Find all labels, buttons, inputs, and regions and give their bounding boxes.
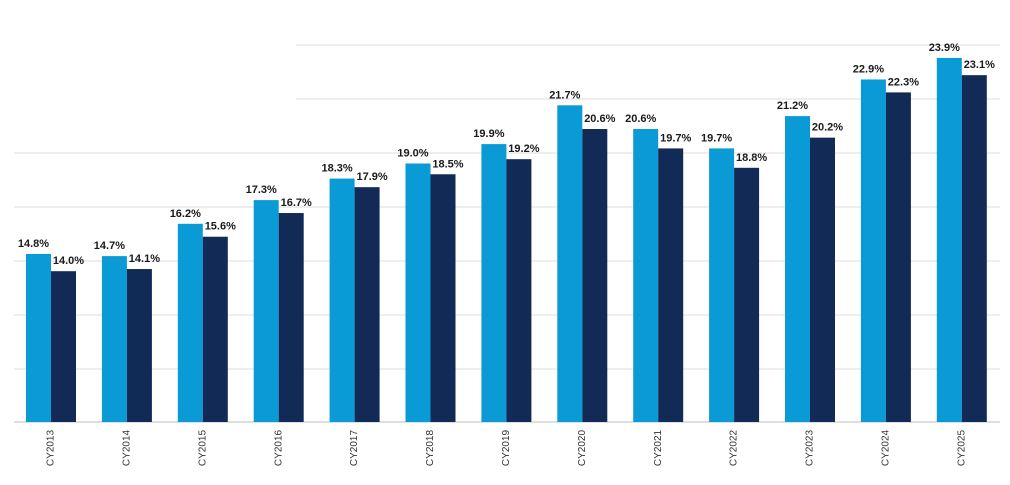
bar-CY2024-s1 — [860, 79, 886, 423]
bars — [26, 57, 987, 423]
data-label-CY2014-s2: 14.1% — [129, 253, 160, 265]
bar-CY2022-s2 — [734, 167, 760, 422]
bar-CY2017-s2 — [354, 187, 380, 422]
bar-CY2017-s1 — [329, 178, 355, 422]
data-label-CY2018-s1: 19.0% — [397, 147, 428, 159]
x-tick-CY2018: CY2018 — [425, 429, 436, 466]
data-label-CY2020-s2: 20.6% — [584, 113, 615, 125]
bar-CY2016-s1 — [253, 200, 279, 422]
bar-CY2020-s1 — [557, 105, 583, 422]
x-tick-CY2023: CY2023 — [805, 429, 816, 466]
bar-CY2020-s2 — [582, 129, 608, 422]
data-labels: 14.8% 14.0% 14.7% 14.1% 16.2% 15.6% 17.3% 16.7%… — [18, 42, 995, 267]
data-label-CY2016-s1: 17.3% — [246, 184, 277, 196]
bar-CY2019-s1 — [481, 144, 507, 422]
bar-CY2019-s2 — [506, 159, 532, 423]
bar-CY2023-s1 — [785, 116, 810, 422]
data-label-CY2017-s1: 18.3% — [321, 163, 352, 175]
x-tick-CY2016: CY2016 — [273, 429, 284, 466]
bar-CY2024-s2 — [885, 92, 911, 422]
data-label-CY2013-s2: 14.0% — [53, 255, 84, 267]
bar-CY2014-s2 — [126, 269, 152, 422]
bar-CY2022-s1 — [709, 148, 735, 423]
x-tick-CY2021: CY2021 — [653, 429, 664, 466]
data-label-CY2014-s1: 14.7% — [94, 240, 125, 252]
x-tick-CY2015: CY2015 — [197, 429, 208, 466]
bar-CY2018-s2 — [430, 174, 456, 422]
x-tick-CY2024: CY2024 — [881, 429, 892, 466]
data-label-CY2021-s2: 19.7% — [660, 132, 691, 144]
x-tick-CY2020: CY2020 — [577, 429, 588, 466]
data-label-CY2015-s2: 15.6% — [205, 221, 236, 233]
data-label-CY2025-s1: 23.9% — [929, 42, 960, 54]
data-label-CY2023-s1: 21.2% — [777, 100, 808, 112]
data-label-CY2016-s2: 16.7% — [281, 197, 312, 209]
bar-CY2015-s2 — [202, 236, 228, 422]
blank-overlay — [0, 40, 296, 115]
data-label-CY2024-s1: 22.9% — [853, 63, 884, 75]
x-axis-ticks: CY2013 CY2014 CY2015 CY2016 CY2017 CY2018 CY20… — [46, 429, 968, 466]
data-label-CY2025-s2: 23.1% — [964, 59, 995, 71]
bar-CY2021-s2 — [658, 148, 684, 423]
bar-CY2013-s2 — [51, 271, 76, 422]
bar-CY2015-s1 — [177, 223, 203, 422]
data-label-CY2013-s1: 14.8% — [18, 238, 49, 250]
data-label-CY2022-s2: 18.8% — [736, 152, 767, 164]
bar-CY2016-s2 — [278, 213, 304, 422]
bar-CY2021-s1 — [633, 129, 659, 422]
data-label-CY2023-s2: 20.2% — [812, 122, 843, 134]
data-label-CY2018-s2: 18.5% — [432, 158, 463, 170]
data-label-CY2015-s1: 16.2% — [170, 208, 201, 220]
bar-CY2025-s2 — [961, 75, 987, 422]
data-label-CY2020-s1: 21.7% — [549, 89, 580, 101]
bar-CY2025-s1 — [936, 57, 962, 422]
data-label-CY2017-s2: 17.9% — [356, 171, 387, 183]
data-label-CY2019-s1: 19.9% — [473, 128, 504, 140]
bar-CY2013-s1 — [26, 253, 51, 422]
x-tick-CY2017: CY2017 — [349, 429, 360, 466]
bar-CY2014-s1 — [101, 256, 127, 422]
data-label-CY2024-s2: 22.3% — [888, 76, 919, 88]
x-tick-CY2013: CY2013 — [46, 429, 57, 466]
data-label-CY2019-s2: 19.2% — [508, 143, 539, 155]
x-tick-CY2019: CY2019 — [501, 429, 512, 466]
x-tick-CY2014: CY2014 — [122, 429, 133, 466]
x-tick-CY2022: CY2022 — [729, 429, 740, 466]
data-label-CY2021-s1: 20.6% — [625, 113, 656, 125]
x-tick-CY2025: CY2025 — [956, 429, 967, 466]
bar-CY2018-s1 — [405, 163, 431, 422]
data-label-CY2022-s1: 19.7% — [701, 132, 732, 144]
bar-CY2023-s2 — [810, 137, 835, 423]
